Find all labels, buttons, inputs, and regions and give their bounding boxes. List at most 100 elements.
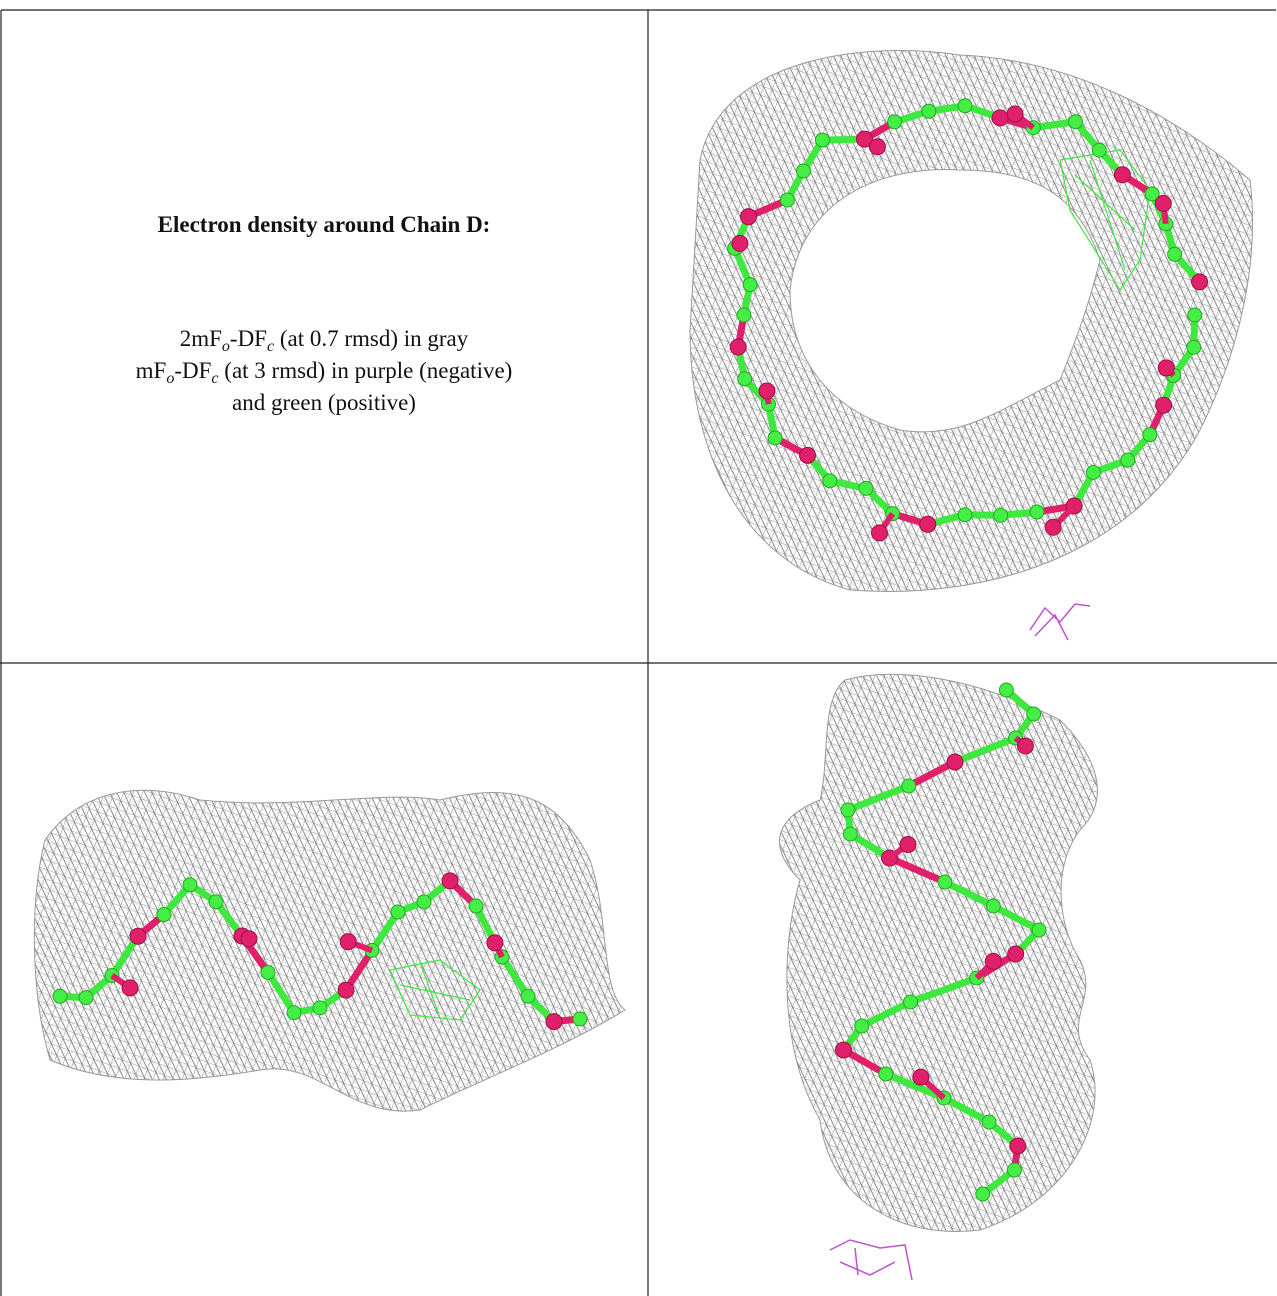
carbon-atom — [1068, 114, 1084, 130]
carbon-atom — [814, 132, 830, 148]
carbon-atom — [260, 964, 276, 980]
carbon-atom — [901, 778, 917, 794]
oxygen-atom — [1157, 359, 1175, 377]
oxygen-atom — [799, 446, 817, 464]
oxygen-atom — [991, 109, 1009, 127]
carbon-atom — [1006, 1162, 1022, 1178]
oxygen-atom — [1191, 273, 1209, 291]
bond — [940, 1094, 993, 1126]
oxygen-atom — [486, 934, 504, 952]
bond — [907, 974, 981, 1006]
carbon-atom — [182, 877, 198, 893]
caption-title: Electron density around Chain D: — [157, 212, 491, 237]
carbon-atom — [957, 507, 973, 523]
oxygen-atom — [731, 234, 749, 252]
carbon-atom — [858, 480, 874, 496]
carbon-atom — [736, 307, 752, 323]
carbon-atom — [842, 826, 858, 842]
bond — [989, 902, 1043, 934]
oxygen-atom — [1113, 166, 1131, 184]
carbon-atom — [1091, 142, 1107, 158]
mesh-ring-2 — [690, 50, 1253, 592]
carbon-atom — [993, 507, 1009, 523]
carbon-atom — [1029, 504, 1045, 520]
carbon-atom — [1186, 339, 1202, 355]
carbon-atom — [937, 874, 953, 890]
oxygen-atom — [919, 515, 937, 533]
oxygen-atom — [339, 933, 357, 951]
oxygen-atom — [740, 208, 758, 226]
bond — [264, 968, 298, 1017]
carbon-atom — [975, 1186, 991, 1202]
negative-density — [1029, 603, 1091, 641]
positive-density — [1059, 149, 1151, 292]
subscript: c — [266, 338, 275, 355]
oxygen-atom — [1007, 945, 1025, 963]
density-maps — [33, 50, 1254, 1281]
oxygen-atom — [1006, 105, 1024, 123]
carbon-atom — [312, 1000, 328, 1016]
carbon-atom — [416, 894, 432, 910]
oxygen-atom — [946, 753, 964, 771]
carbon-atom — [985, 898, 1001, 914]
carbon-atom — [854, 1018, 870, 1034]
carbon-atom — [742, 277, 758, 293]
text: -DF — [229, 326, 267, 351]
panel-borders — [0, 9, 1277, 1296]
negative-density — [829, 1239, 913, 1281]
oxygen-atom — [984, 952, 1002, 970]
oxygen-atom — [835, 1041, 853, 1059]
carbon-atom — [468, 898, 484, 914]
carbon-atom — [286, 1005, 302, 1021]
oxygen-atom — [337, 981, 355, 999]
carbon-atom — [1142, 427, 1158, 443]
oxygen-atom — [729, 338, 747, 356]
text: 2mF — [179, 326, 222, 351]
oxygen-atom — [871, 524, 889, 542]
carbon-atom — [767, 430, 783, 446]
carbon-atom — [878, 1066, 894, 1082]
bond — [951, 734, 1020, 766]
oxygen-atom — [1155, 396, 1173, 414]
bond — [882, 1070, 948, 1102]
carbon-atom — [840, 802, 856, 818]
oxygen-atom — [121, 979, 139, 997]
carbon-atom — [1031, 922, 1047, 938]
positive-density — [389, 959, 481, 1021]
carbon-atom — [1085, 464, 1101, 480]
oxygen-atom — [912, 1068, 930, 1086]
carbon-atom — [822, 473, 838, 489]
oxygen-atom — [1044, 518, 1062, 536]
mesh-blob-2 — [34, 790, 626, 1112]
carbon-atom — [156, 907, 172, 923]
carbon-atom — [1144, 186, 1160, 202]
caption-line: and green (positive) — [0, 387, 648, 419]
carbon-atom — [921, 103, 937, 119]
carbon-atom — [981, 1114, 997, 1130]
bond — [905, 758, 959, 790]
oxygen-atom — [240, 930, 258, 948]
oxygen-atom — [1154, 194, 1172, 212]
caption-line: mFo-DFc (at 3 rmsd) in purple (negative) — [0, 355, 648, 387]
carbon-atom — [903, 994, 919, 1010]
oxygen-atom — [899, 835, 917, 853]
carbon-atom — [1120, 452, 1136, 468]
carbon-atom — [52, 988, 68, 1004]
bond — [844, 782, 913, 814]
carbon-atom — [1167, 246, 1183, 262]
oxygen-atom — [1009, 1137, 1027, 1155]
carbon-atom — [998, 682, 1014, 698]
oxygen-atom — [868, 138, 886, 156]
carbon-atom — [78, 990, 94, 1006]
carbon-atom — [957, 98, 973, 114]
oxygen-atom — [1016, 737, 1034, 755]
subscript: o — [166, 370, 175, 387]
bond — [368, 908, 402, 954]
oxygen-atom — [129, 927, 147, 945]
carbon-atom — [520, 988, 536, 1004]
caption-line: 2mFo-DFc (at 0.7 rmsd) in gray — [0, 323, 648, 355]
text: and green (positive) — [232, 390, 416, 415]
bond — [858, 998, 915, 1030]
subscript: c — [211, 370, 219, 387]
